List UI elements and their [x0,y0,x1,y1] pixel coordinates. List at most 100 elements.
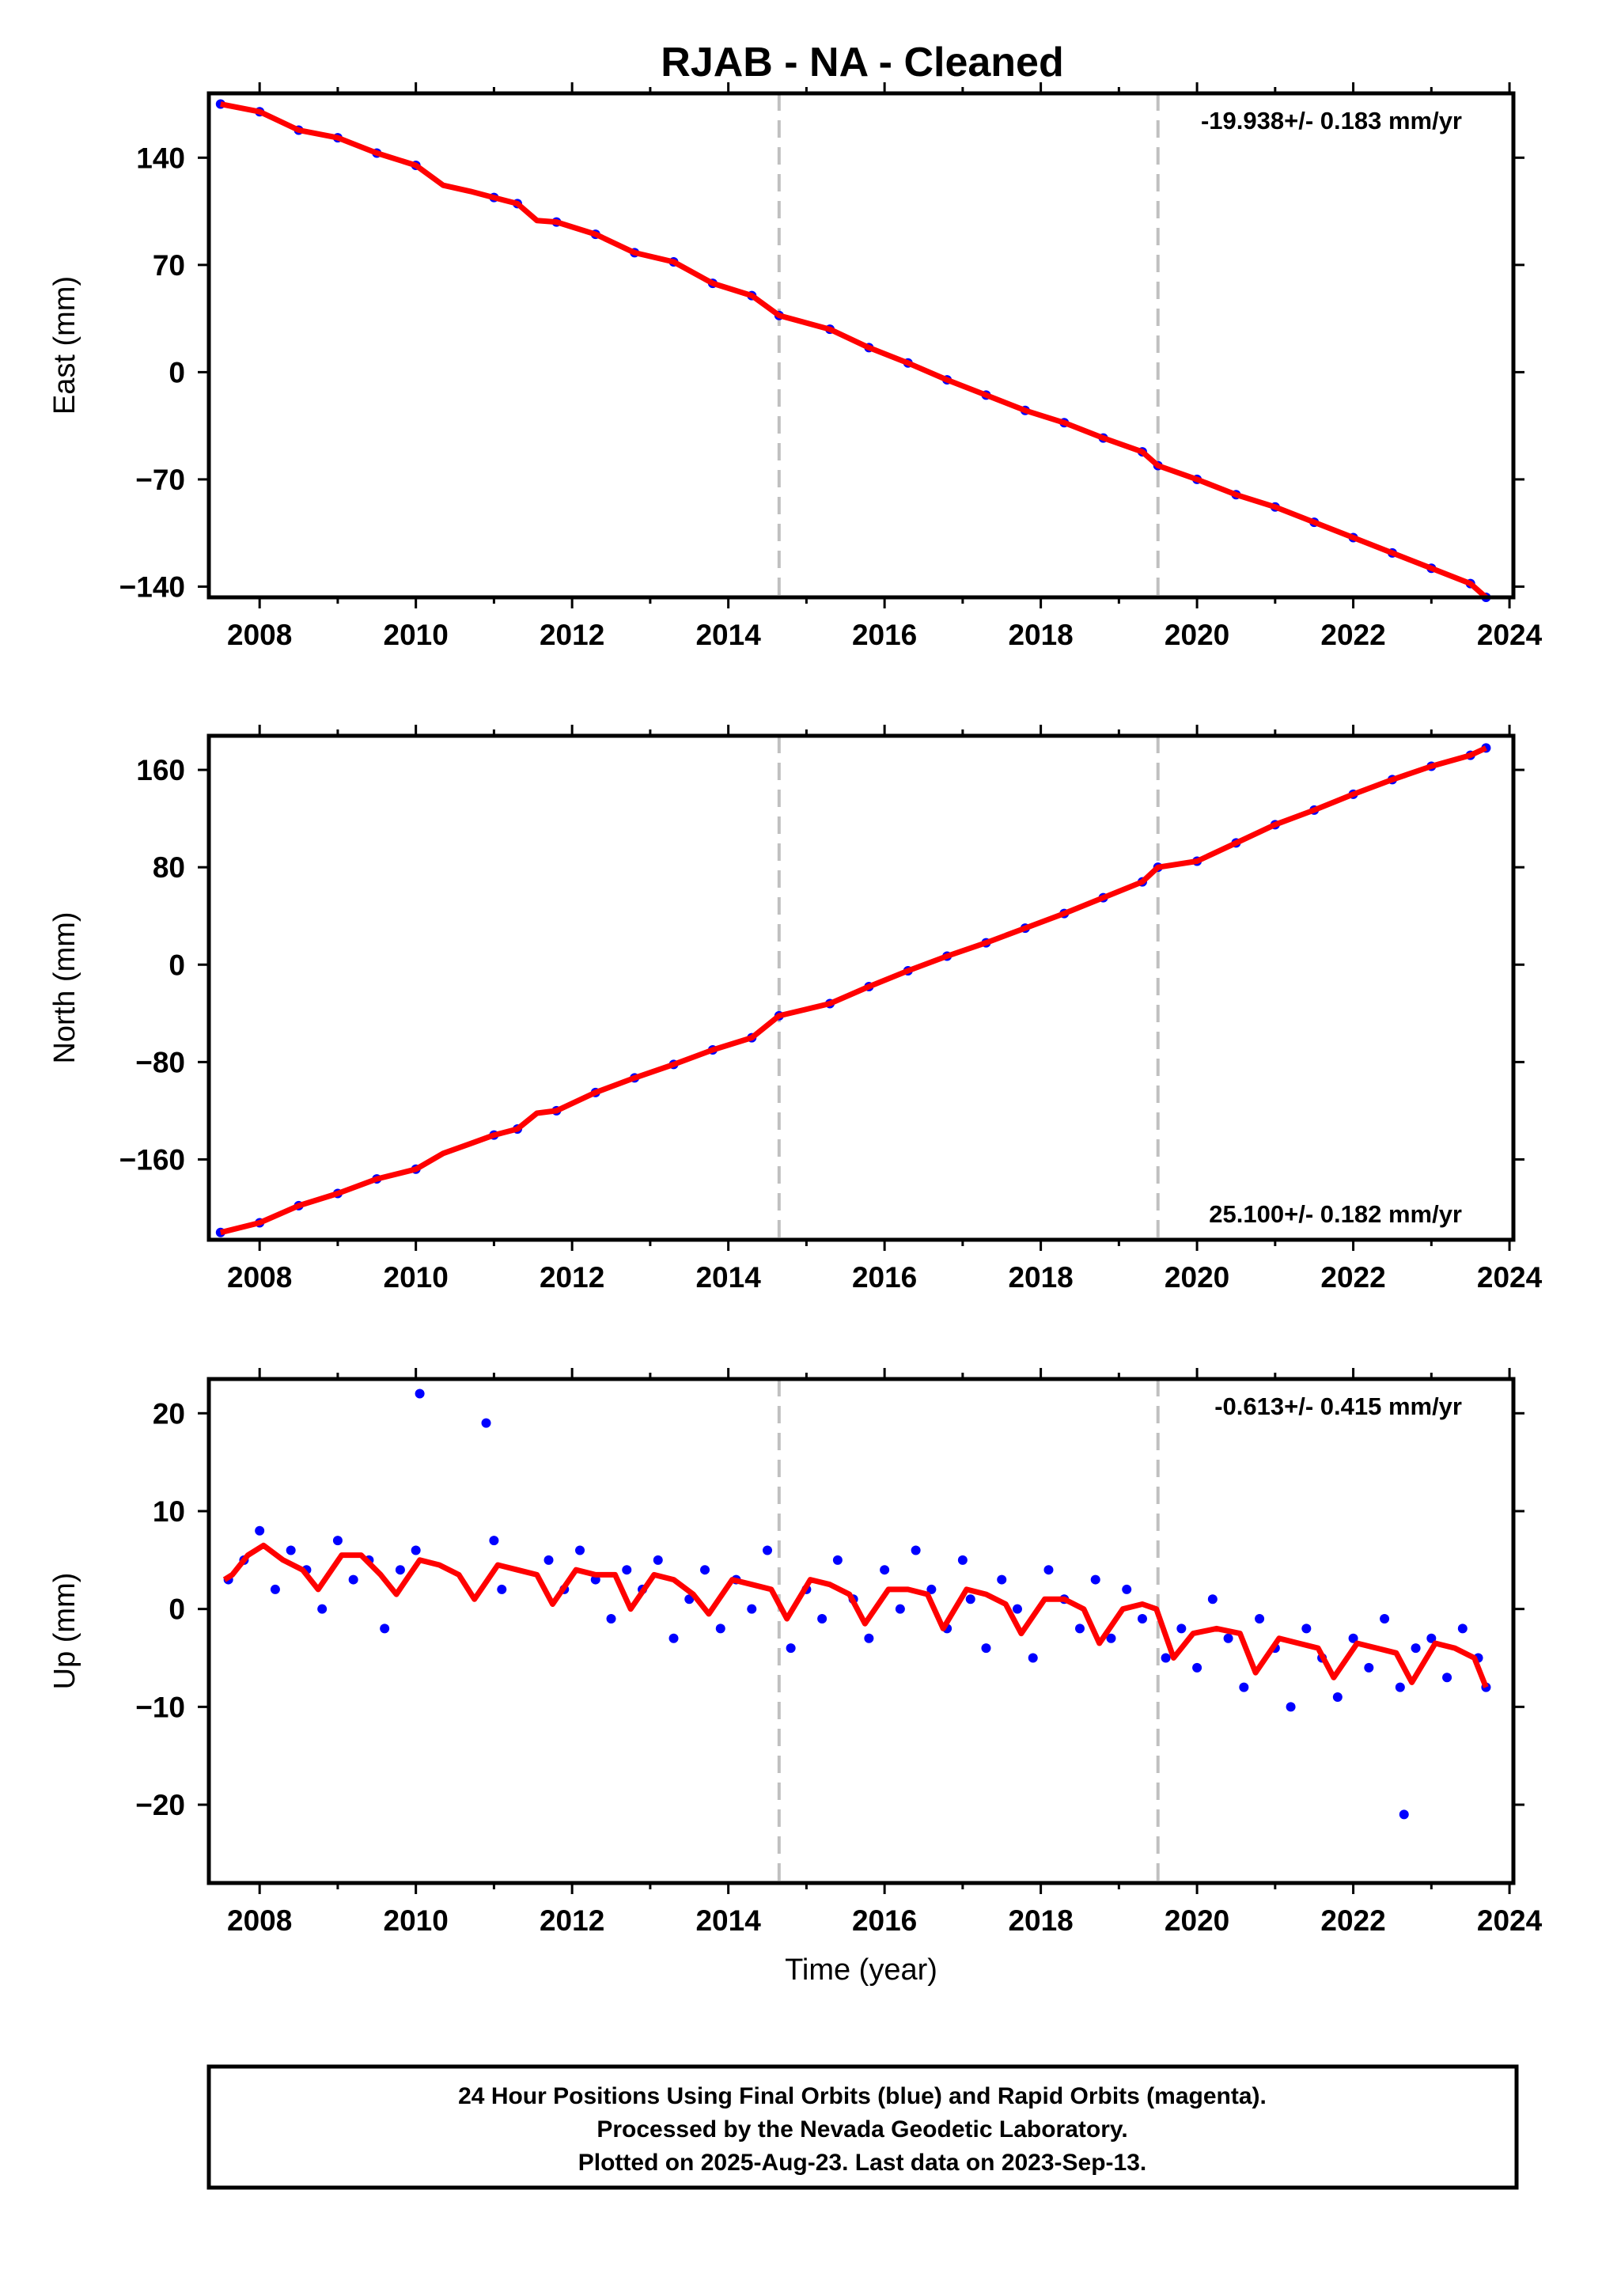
up-data-point [1161,1653,1171,1663]
north-x-tick-label: 2016 [852,1261,917,1294]
east-x-tick-label: 2010 [384,619,449,651]
up-data-point [380,1623,390,1634]
east-x-tick-label: 2022 [1320,619,1385,651]
up-data-point [1380,1614,1390,1624]
north-x-tick-label: 2024 [1477,1261,1543,1294]
up-data-point [684,1594,695,1605]
north-x-tick-label: 2018 [1008,1261,1073,1294]
up-x-axis-label: Time (year) [785,1953,937,1987]
up-data-point [489,1536,499,1546]
north-y-tick-label: −160 [119,1143,185,1176]
up-x-tick-label: 2012 [540,1904,604,1937]
up-y-tick-label: 10 [153,1495,185,1528]
up-data-point [1192,1662,1202,1673]
chart-title: RJAB - NA - Cleaned [661,40,1063,85]
up-data-point [1239,1682,1249,1692]
up-panel: 2008 2010 2012 2014 2016 2018 2020 2022 20242010… [48,1368,1543,1987]
up-data-point [1442,1673,1452,1683]
north-panel: 2008 2010 2012 2014 2016 2018 2020 2022 2024 160 8… [48,725,1543,1294]
up-data-point [255,1525,265,1536]
up-data-point [1332,1692,1343,1702]
north-x-tick-label: 2014 [695,1261,761,1294]
east-x-tick-label: 2016 [852,619,917,651]
north-y-tick-label: 80 [153,851,185,884]
up-data-point [1207,1594,1218,1605]
up-data-point [926,1584,937,1594]
up-x-tick-label: 2022 [1320,1904,1385,1937]
east-x-tick-label: 2020 [1165,619,1229,651]
up-data-point [653,1555,663,1565]
up-x-tick-label: 2018 [1008,1904,1073,1937]
footer-line-2: Processed by the Nevada Geodetic Laborat… [596,2116,1127,2143]
east-y-tick-label: 70 [153,249,185,282]
footer-line-3: Plotted on 2025-Aug-23. Last data on 202… [578,2150,1147,2176]
east-y-axis-label: East (mm) [48,276,81,415]
up-x-tick-label: 2014 [695,1904,761,1937]
east-x-tick-label: 2014 [695,619,761,651]
up-plot-frame [206,1377,1516,1885]
up-data-point [1122,1584,1132,1594]
up-data-point [497,1584,507,1594]
east-y-tick-label: 140 [136,142,185,174]
east-panel: 2008 2010 2012 2014 2016 2018 2020 2022 2024 140 7… [48,82,1543,651]
east-x-tick-label: 2012 [540,619,604,651]
north-rate-annotation: 25.100+/- 0.182 mm/yr [1209,1200,1462,1228]
up-data-point [575,1545,585,1555]
up-data-point [543,1555,554,1565]
up-data-point [395,1565,405,1575]
up-data-point [1395,1682,1405,1692]
east-x-tick-label: 2018 [1008,619,1073,651]
up-data-point [317,1604,328,1614]
up-data-point [895,1604,905,1614]
up-data-point [1106,1633,1116,1643]
north-x-tick-label: 2020 [1165,1261,1229,1294]
up-data-point [715,1623,725,1634]
up-data-point [1176,1623,1187,1634]
up-data-point [747,1604,757,1614]
up-data-point [1090,1574,1100,1585]
up-data-point [997,1574,1007,1585]
up-data-point [1028,1653,1038,1663]
up-y-tick-label: 0 [169,1593,185,1626]
north-x-tick-label: 2012 [540,1261,604,1294]
east-plot-frame [206,91,1516,600]
up-x-tick-label: 2020 [1165,1904,1229,1937]
up-data-point [1411,1643,1421,1654]
up-data-point [880,1565,890,1575]
up-data-point [1348,1633,1358,1643]
up-data-point [606,1614,616,1624]
east-x-tick-label: 2024 [1477,619,1543,651]
up-data-point [481,1418,491,1428]
east-y-tick-label: −70 [135,464,185,496]
east-x-tick-label: 2008 [227,619,292,651]
up-data-point [1286,1702,1296,1712]
north-x-tick-label: 2008 [227,1261,292,1294]
footer-box: 24 Hour Positions Using Final Orbits (bl… [206,2064,1519,2190]
up-data-point [763,1545,773,1555]
north-y-tick-label: 160 [136,754,185,786]
up-data-point [1426,1633,1437,1643]
up-data-point [1399,1809,1409,1820]
up-x-tick-label: 2008 [227,1904,292,1937]
up-data-point [286,1545,296,1555]
up-data-point [348,1574,358,1585]
up-data-point [270,1584,280,1594]
up-data-point [786,1643,796,1654]
footer-line-1: 24 Hour Positions Using Final Orbits (bl… [458,2083,1267,2109]
up-data-point [864,1633,874,1643]
up-data-point [817,1614,828,1624]
up-data-point [1043,1565,1054,1575]
up-y-axis-label: Up (mm) [48,1573,81,1690]
up-y-tick-label: −20 [135,1789,185,1821]
up-data-point [411,1545,421,1555]
up-data-point [1457,1623,1468,1634]
north-x-tick-label: 2022 [1320,1261,1385,1294]
up-data-point [1301,1623,1312,1634]
east-y-tick-label: −140 [119,570,185,603]
up-data-point [1223,1633,1233,1643]
up-y-tick-label: 20 [153,1397,185,1430]
up-data-point [622,1565,632,1575]
up-data-point [700,1565,710,1575]
up-data-point [332,1536,343,1546]
